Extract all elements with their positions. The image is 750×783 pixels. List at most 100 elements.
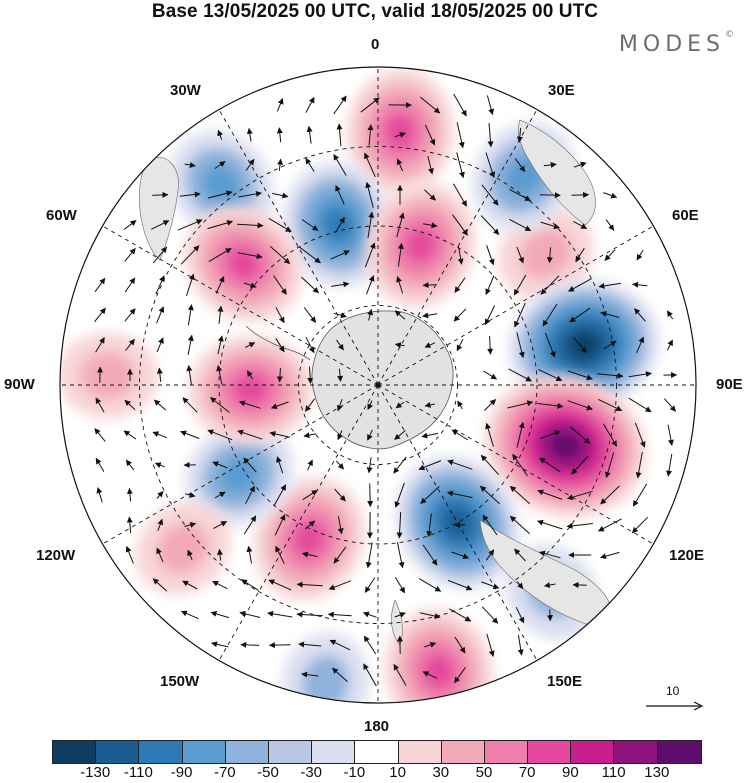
wind-vector	[516, 246, 524, 264]
wind-vector	[367, 483, 374, 508]
wind-vector	[540, 275, 560, 295]
wind-vector	[186, 365, 193, 385]
wind-vector	[628, 371, 652, 378]
longitude-label-150w: 150W	[160, 673, 200, 690]
longitude-label-30e: 30E	[548, 82, 575, 99]
wind-vector	[484, 399, 497, 411]
wind-vector	[508, 368, 533, 382]
wind-vector	[301, 551, 318, 558]
wind-vector	[301, 671, 319, 678]
wind-vector	[214, 491, 226, 499]
wind-vector	[513, 274, 527, 296]
wind-vector	[484, 305, 496, 326]
wind-vector	[486, 245, 495, 266]
wind-vector	[632, 483, 648, 507]
wind-vector	[603, 192, 618, 199]
wind-vector	[336, 399, 343, 412]
meridian-line	[377, 225, 654, 386]
colorbar-swatch	[355, 741, 399, 763]
colorbar-swatch	[96, 741, 140, 763]
wind-vector	[487, 335, 494, 355]
wind-vector	[424, 641, 437, 648]
wind-vector	[600, 551, 620, 560]
wind-vector	[337, 430, 343, 441]
wind-vector	[333, 546, 347, 564]
wind-vector	[210, 397, 230, 413]
anomaly-contour	[423, 653, 455, 690]
wind-vector	[635, 452, 643, 479]
wind-vector	[628, 397, 652, 413]
colorbar-swatch	[398, 741, 442, 763]
wind-vector	[96, 487, 103, 503]
wind-vector	[157, 518, 164, 531]
wind-vector	[604, 249, 616, 261]
anomaly-contour	[405, 227, 437, 263]
wind-vector	[598, 398, 623, 412]
wind-vector	[210, 611, 230, 619]
meridian-line	[102, 225, 379, 386]
map-boundary	[59, 66, 697, 704]
wind-vector	[367, 211, 375, 238]
wind-vector	[598, 282, 621, 289]
wind-vector	[424, 342, 436, 348]
wind-vector	[337, 368, 344, 382]
wind-vector	[364, 152, 376, 178]
wind-vector	[333, 312, 347, 319]
modes-logo: MODES©	[618, 30, 734, 57]
wind-vector	[299, 246, 321, 264]
anomaly-center	[187, 335, 314, 444]
wind-vector	[597, 372, 624, 379]
reference-vector: 10	[644, 684, 706, 712]
wind-vector	[365, 181, 374, 208]
wind-vector	[240, 579, 259, 591]
wind-vector	[245, 158, 255, 171]
colorbar-swatch	[614, 741, 658, 763]
wind-vector	[600, 485, 620, 505]
anomaly-contour	[569, 332, 599, 358]
wind-vector	[394, 482, 405, 508]
anomaly-contour	[552, 434, 579, 458]
wind-vector	[94, 277, 106, 292]
wind-vector	[237, 252, 263, 260]
wind-vector	[335, 216, 345, 233]
wind-vector	[367, 308, 373, 321]
longitude-label-60w: 60W	[46, 207, 77, 224]
wind-vector	[238, 400, 261, 409]
anomaly-center	[498, 207, 594, 300]
wind-vector	[396, 542, 405, 569]
wind-vector	[457, 245, 464, 265]
colorbar-tick-label: -70	[213, 764, 236, 781]
wind-vector	[364, 577, 376, 593]
wind-vector	[666, 453, 673, 477]
wind-vector	[276, 127, 283, 143]
wind-vector	[542, 303, 558, 327]
wind-vector	[180, 430, 200, 439]
wind-vector	[276, 368, 283, 383]
wind-vector	[367, 429, 373, 441]
wind-vector	[156, 306, 165, 324]
wind-vector	[604, 452, 615, 479]
colorbar-tick-label: -30	[300, 764, 323, 781]
wind-vector	[366, 457, 373, 474]
wind-vector	[451, 551, 470, 560]
wind-vector	[394, 342, 405, 349]
wind-vector	[454, 636, 466, 654]
longitude-label-150e: 150E	[547, 673, 583, 690]
wind-vector	[268, 579, 292, 591]
colorbar-swatch	[484, 741, 529, 763]
wind-vector	[269, 246, 291, 264]
wind-vector	[567, 370, 593, 381]
meridian-line	[218, 384, 379, 661]
reference-vector-arrow	[646, 701, 704, 711]
wind-vector	[394, 132, 406, 138]
wind-vector	[150, 220, 170, 230]
south-america-outline	[139, 156, 179, 261]
wind-vector	[275, 338, 285, 353]
wind-vector	[421, 432, 439, 439]
wind-vector	[276, 456, 284, 474]
wind-vector	[396, 511, 403, 539]
wind-vector	[573, 161, 587, 168]
colorbar-tick-label: 50	[475, 764, 493, 781]
brand-name: MODES	[618, 32, 725, 57]
